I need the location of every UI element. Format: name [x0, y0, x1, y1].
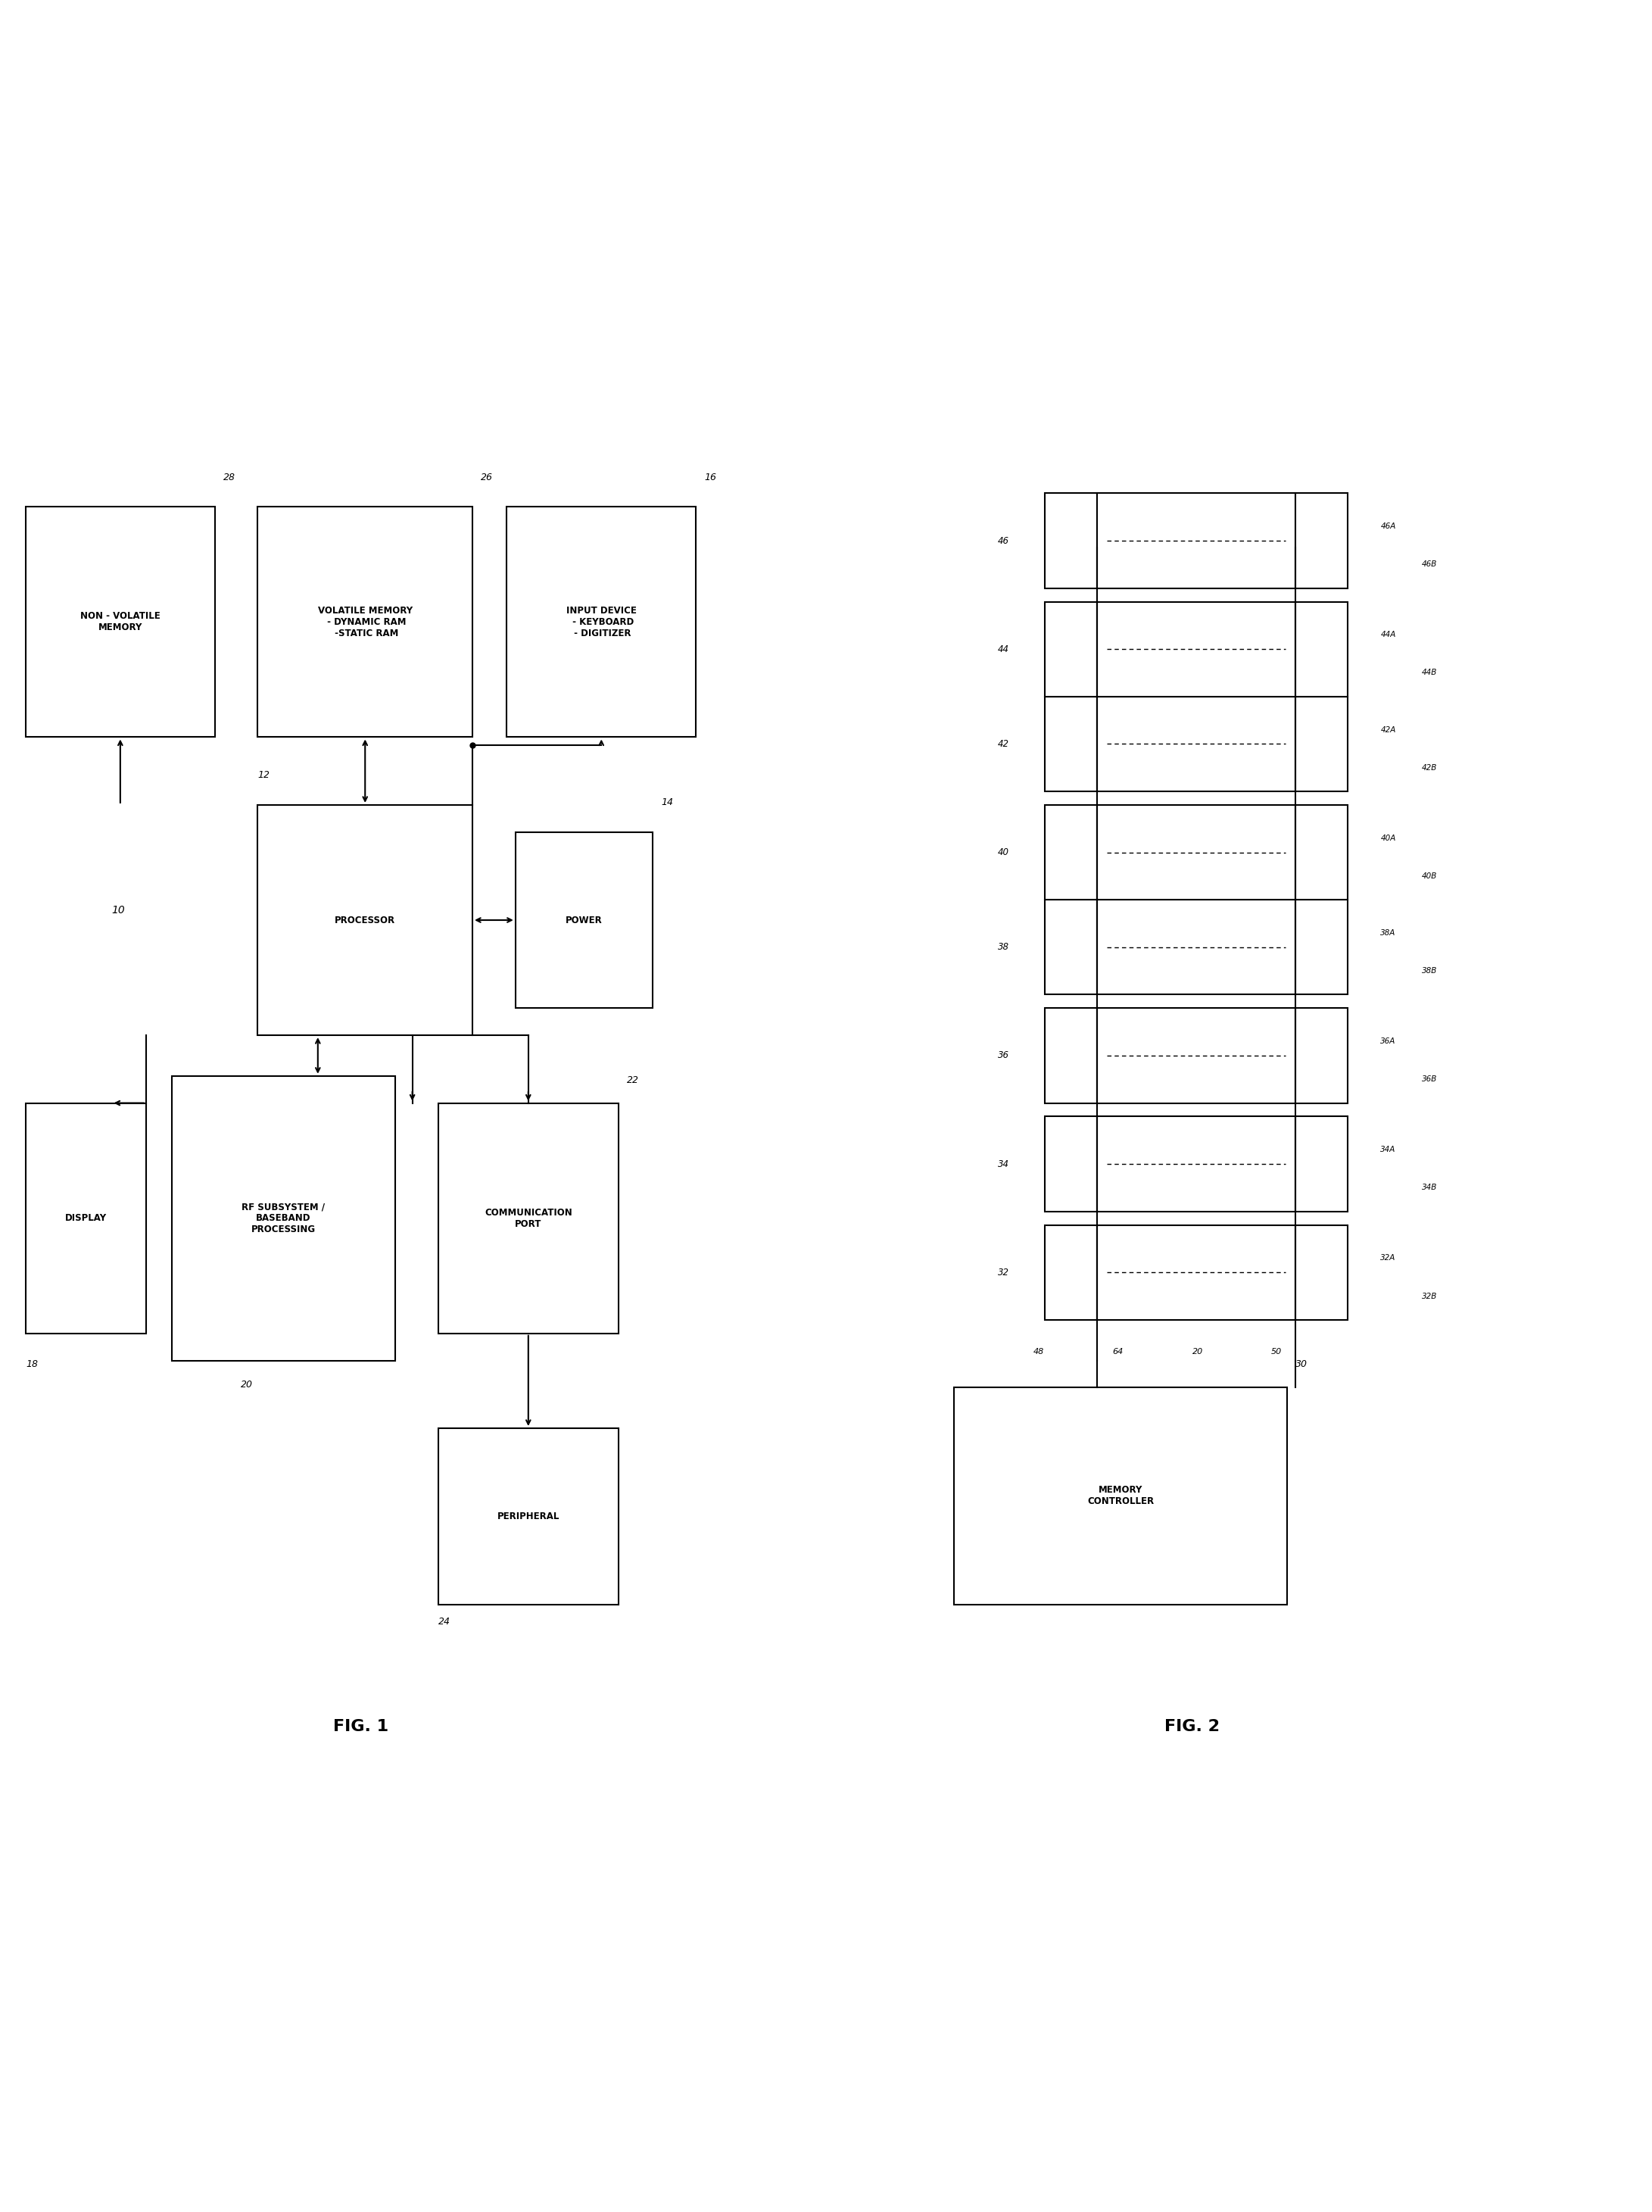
- Text: 38: 38: [998, 942, 1009, 951]
- Text: 40: 40: [998, 847, 1009, 858]
- Bar: [1295, 1117, 1348, 1212]
- Text: 20: 20: [1193, 1347, 1203, 1356]
- Text: FIG. 1: FIG. 1: [334, 1719, 388, 1734]
- Text: 32: 32: [998, 1267, 1009, 1276]
- Bar: [1044, 493, 1097, 588]
- Bar: [1097, 697, 1295, 792]
- Text: 18: 18: [26, 1360, 38, 1369]
- Text: 34B: 34B: [1422, 1183, 1437, 1192]
- Bar: [1295, 602, 1348, 697]
- Text: 22: 22: [628, 1075, 639, 1084]
- FancyBboxPatch shape: [172, 1075, 395, 1360]
- FancyBboxPatch shape: [507, 507, 695, 737]
- FancyBboxPatch shape: [955, 1387, 1287, 1604]
- FancyBboxPatch shape: [258, 805, 472, 1035]
- Text: VOLATILE MEMORY
 - DYNAMIC RAM
 -STATIC RAM: VOLATILE MEMORY - DYNAMIC RAM -STATIC RA…: [317, 606, 413, 639]
- Text: 16: 16: [704, 471, 717, 482]
- Text: 40B: 40B: [1422, 872, 1437, 880]
- Text: 20: 20: [241, 1380, 253, 1389]
- Bar: [1295, 697, 1348, 792]
- Bar: [1044, 1117, 1097, 1212]
- Text: 48: 48: [1034, 1347, 1044, 1356]
- Bar: [1295, 805, 1348, 900]
- FancyBboxPatch shape: [438, 1429, 618, 1604]
- Text: COMMUNICATION
PORT: COMMUNICATION PORT: [484, 1208, 572, 1230]
- Bar: [1097, 602, 1295, 697]
- Text: 44: 44: [998, 644, 1009, 655]
- Text: 12: 12: [258, 770, 269, 781]
- Bar: [1044, 1225, 1097, 1321]
- Text: 24: 24: [438, 1617, 451, 1628]
- Text: 42B: 42B: [1422, 763, 1437, 772]
- Bar: [1295, 1225, 1348, 1321]
- Text: INPUT DEVICE
 - KEYBOARD
 - DIGITIZER: INPUT DEVICE - KEYBOARD - DIGITIZER: [567, 606, 636, 639]
- Text: 30: 30: [1295, 1360, 1307, 1369]
- FancyBboxPatch shape: [515, 832, 653, 1009]
- Text: RF SUBSYSTEM /
BASEBAND
PROCESSING: RF SUBSYSTEM / BASEBAND PROCESSING: [241, 1201, 325, 1234]
- Text: 14: 14: [661, 796, 674, 807]
- Text: 42A: 42A: [1381, 726, 1396, 734]
- Bar: [1044, 1009, 1097, 1104]
- FancyBboxPatch shape: [258, 507, 472, 737]
- Bar: [1295, 1009, 1348, 1104]
- FancyBboxPatch shape: [26, 1104, 145, 1334]
- Text: 34: 34: [998, 1159, 1009, 1168]
- Text: 40A: 40A: [1381, 834, 1396, 843]
- Text: 28: 28: [223, 471, 236, 482]
- Bar: [1044, 900, 1097, 995]
- Text: 64: 64: [1113, 1347, 1123, 1356]
- Bar: [1295, 493, 1348, 588]
- Bar: [1097, 493, 1295, 588]
- Text: 38A: 38A: [1381, 929, 1396, 936]
- Text: 38B: 38B: [1422, 967, 1437, 975]
- Text: 46B: 46B: [1422, 560, 1437, 568]
- Bar: [1044, 805, 1097, 900]
- Bar: [1295, 900, 1348, 995]
- Text: 46: 46: [998, 535, 1009, 546]
- Text: 32A: 32A: [1381, 1254, 1396, 1263]
- Text: 26: 26: [481, 471, 494, 482]
- Text: 32B: 32B: [1422, 1292, 1437, 1301]
- Text: 46A: 46A: [1381, 522, 1396, 531]
- Text: POWER: POWER: [565, 916, 603, 925]
- FancyBboxPatch shape: [26, 507, 215, 737]
- Text: 10: 10: [112, 905, 126, 916]
- Text: FIG. 2: FIG. 2: [1165, 1719, 1219, 1734]
- Text: NON - VOLATILE
MEMORY: NON - VOLATILE MEMORY: [81, 611, 160, 633]
- Text: 36B: 36B: [1422, 1075, 1437, 1084]
- Text: 34A: 34A: [1381, 1146, 1396, 1152]
- Bar: [1097, 805, 1295, 900]
- Text: DISPLAY: DISPLAY: [64, 1212, 107, 1223]
- Bar: [1044, 602, 1097, 697]
- Bar: [1044, 697, 1097, 792]
- Text: 42: 42: [998, 739, 1009, 750]
- Bar: [1097, 1009, 1295, 1104]
- Text: 50: 50: [1272, 1347, 1282, 1356]
- Bar: [1097, 900, 1295, 995]
- Bar: [1097, 1117, 1295, 1212]
- Text: 36A: 36A: [1381, 1037, 1396, 1044]
- Bar: [1097, 1225, 1295, 1321]
- FancyBboxPatch shape: [438, 1104, 618, 1334]
- Text: 36: 36: [998, 1051, 1009, 1060]
- Text: PROCESSOR: PROCESSOR: [335, 916, 395, 925]
- Text: 44A: 44A: [1381, 630, 1396, 639]
- Text: MEMORY
CONTROLLER: MEMORY CONTROLLER: [1087, 1486, 1155, 1506]
- Text: 44B: 44B: [1422, 668, 1437, 677]
- Text: PERIPHERAL: PERIPHERAL: [497, 1511, 560, 1522]
